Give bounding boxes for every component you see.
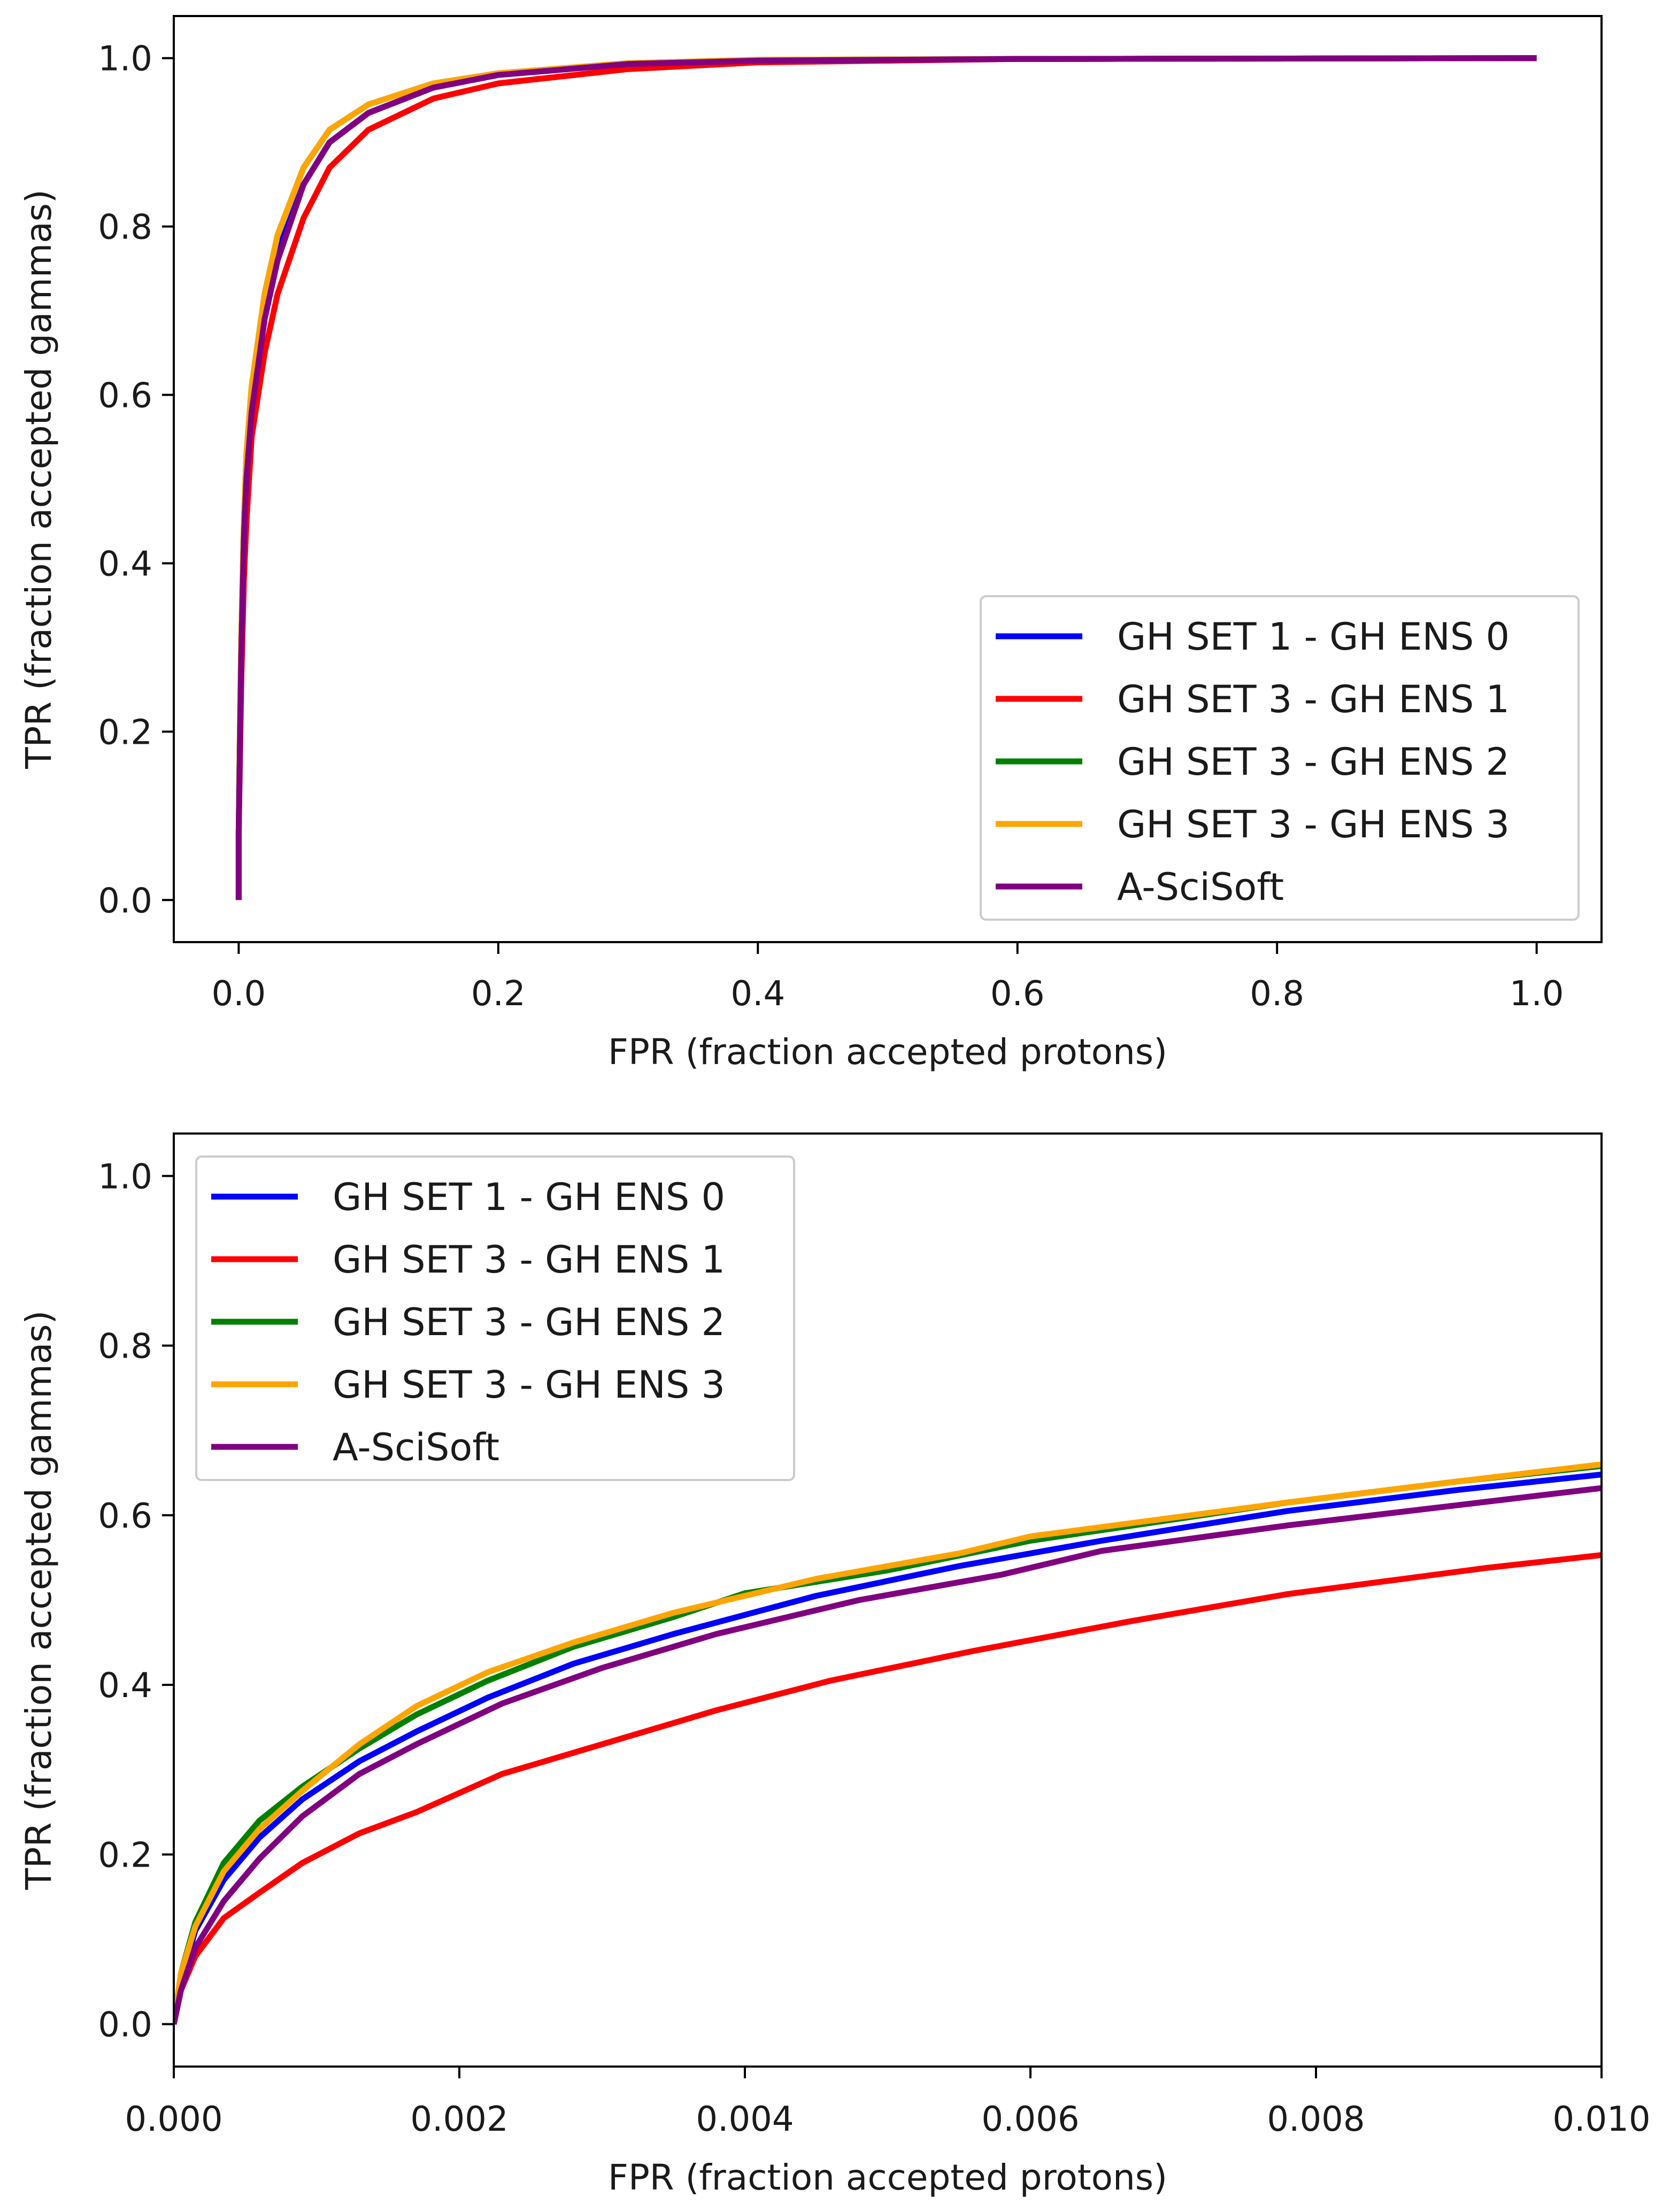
x-tick-label: 1.0 xyxy=(1510,974,1564,1014)
x-tick-label: 0.2 xyxy=(471,974,526,1014)
roc-chart-zoom: 0.000 0.002 0.004 0.006 0.008 0.010 0.0 0.2 0.4 0… xyxy=(18,1132,1651,2198)
legend-label: GH SET 3 - GH ENS 3 xyxy=(1117,803,1510,846)
legend-label: GH SET 3 - GH ENS 1 xyxy=(333,1238,725,1282)
legend-label: GH SET 3 - GH ENS 2 xyxy=(1117,740,1510,784)
series-lines xyxy=(235,55,1537,900)
x-tick-label: 0.006 xyxy=(981,2100,1079,2139)
y-tick-label: 0.2 xyxy=(98,713,152,752)
y-axis-label: TPR (fraction accepted gammas) xyxy=(18,1311,59,1891)
roc-chart-full: 0.0 0.2 0.4 0.6 0.8 1.0 0.0 0.2 0.4 0.6 0.8 1.0 FPR … xyxy=(18,15,1603,1073)
y-tick-label: 0.2 xyxy=(98,1836,152,1875)
legend: GH SET 1 - GH ENS 0 GH SET 3 - GH ENS 1 GH… xyxy=(195,1155,795,1481)
x-tick-label: 0.000 xyxy=(125,2100,222,2139)
x-tick-label: 0.002 xyxy=(410,2100,508,2139)
axes-frame xyxy=(173,15,1603,943)
y-tick-label: 0.0 xyxy=(98,881,152,921)
x-tick-label: 0.004 xyxy=(696,2100,794,2139)
x-tick-label: 0.8 xyxy=(1250,974,1304,1014)
y-tick-label: 0.6 xyxy=(98,1497,152,1536)
y-tick-label: 1.0 xyxy=(98,1157,152,1197)
x-tick-label: 0.6 xyxy=(990,974,1045,1014)
legend-box xyxy=(980,595,1580,921)
y-tick-label: 0.8 xyxy=(98,1327,152,1367)
legend-box xyxy=(195,1155,795,1481)
x-tick-label: 0.4 xyxy=(730,974,785,1014)
legend-label: GH SET 3 - GH ENS 1 xyxy=(1117,677,1510,721)
x-tick-label: 0.010 xyxy=(1552,2100,1650,2139)
series-line-2 xyxy=(174,1552,1602,2025)
legend-label: GH SET 1 - GH ENS 0 xyxy=(333,1175,725,1219)
y-tick-label: 0.0 xyxy=(98,2006,152,2045)
series-line-1 xyxy=(174,1471,1602,2025)
y-tick-label: 1.0 xyxy=(98,40,152,79)
y-axis-label: TPR (fraction accepted gammas) xyxy=(18,189,59,769)
legend-label: GH SET 1 - GH ENS 0 xyxy=(1117,615,1510,659)
series-line-5 xyxy=(174,1485,1602,2025)
series-line-5 xyxy=(235,55,1537,900)
x-axis-label: FPR (fraction accepted protons) xyxy=(608,2157,1167,2198)
legend-label: A-SciSoft xyxy=(1117,865,1284,909)
legend-label: GH SET 3 - GH ENS 2 xyxy=(333,1300,725,1344)
x-tick-label: 0.008 xyxy=(1267,2100,1365,2139)
y-tick-label: 0.4 xyxy=(98,1666,152,1706)
axes-frame xyxy=(173,1132,1603,2068)
y-tick-label: 0.4 xyxy=(98,544,152,584)
x-tick-label: 0.0 xyxy=(211,974,266,1014)
legend-label: GH SET 3 - GH ENS 3 xyxy=(333,1363,725,1407)
y-tick-label: 0.6 xyxy=(98,376,152,416)
legend-label: A-SciSoft xyxy=(333,1425,499,1469)
x-axis-label: FPR (fraction accepted protons) xyxy=(608,1031,1167,1073)
series-line-4 xyxy=(174,1461,1602,2025)
series-lines xyxy=(174,1461,1602,2025)
legend: GH SET 1 - GH ENS 0 GH SET 3 - GH ENS 1 GH… xyxy=(980,595,1580,921)
y-tick-label: 0.8 xyxy=(98,208,152,248)
